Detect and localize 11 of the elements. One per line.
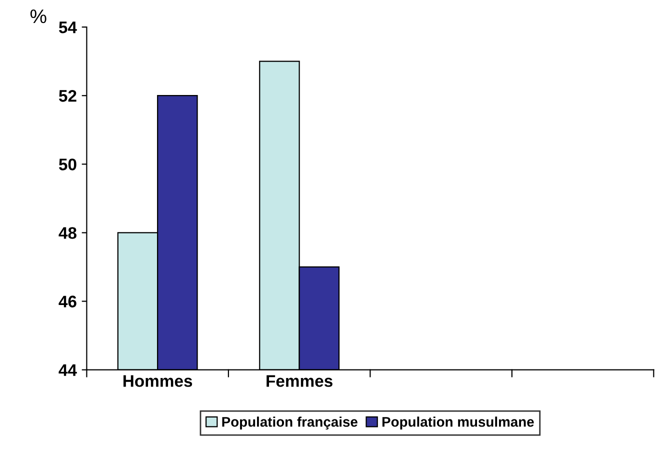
y-tick-label: 50 (58, 158, 76, 170)
legend-label: Population musulmane (382, 416, 534, 430)
y-tick-label: 48 (58, 227, 76, 239)
y-axis-title: % (30, 10, 46, 24)
legend-label: Population française (222, 416, 358, 430)
y-tick-label: 54 (58, 22, 77, 34)
y-tick-label: 46 (58, 296, 76, 308)
y-tick-label: 44 (58, 364, 77, 376)
x-tick-label: Femmes (266, 375, 332, 387)
x-tick-label: Hommes (123, 375, 192, 387)
y-tick-label: 52 (58, 90, 76, 102)
